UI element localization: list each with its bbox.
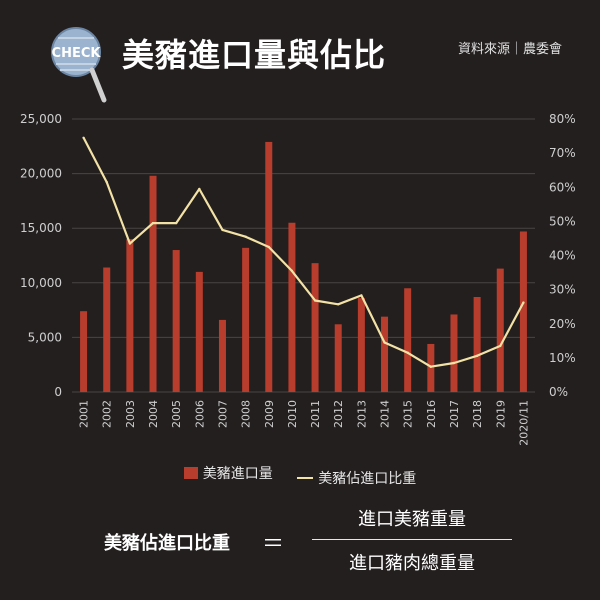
- line-point: [267, 245, 270, 249]
- legend-line-label: 美豬佔進口比重: [318, 471, 417, 487]
- line-point: [499, 344, 502, 348]
- right-axis-tick-label: 60%: [549, 180, 576, 194]
- line-point: [429, 365, 433, 368]
- line-point: [244, 235, 247, 238]
- legend-bar-label: 美豬進口量: [202, 466, 273, 482]
- left-axis-tick-label: 0: [54, 385, 62, 399]
- bar: [218, 319, 226, 392]
- bar: [126, 239, 134, 392]
- right-axis-tick-label: 80%: [549, 112, 576, 126]
- line-point: [82, 136, 85, 139]
- bar: [473, 296, 481, 392]
- chart-legend: 美豬進口量 美豬佔進口比重: [0, 463, 600, 488]
- left-axis-tick-label: 10,000: [20, 276, 62, 290]
- bar: [195, 271, 203, 392]
- line-point: [198, 187, 201, 191]
- bar: [80, 311, 88, 392]
- bar: [357, 298, 365, 392]
- legend-item-line: 美豬佔進口比重: [297, 468, 416, 488]
- bar: [311, 263, 319, 392]
- bar: [288, 222, 296, 392]
- bar: [496, 268, 504, 392]
- bar: [172, 250, 180, 392]
- line-point: [290, 269, 294, 273]
- line-point: [313, 299, 317, 302]
- x-axis-tick-label: 2016: [425, 400, 438, 428]
- formula-denominator: 進口豬肉總重量: [349, 553, 475, 574]
- x-axis-tick-label: 2011: [309, 400, 322, 428]
- right-axis-tick-label: 70%: [549, 146, 576, 160]
- left-axis-tick-label: 20,000: [20, 167, 62, 181]
- ratio-line: [82, 137, 525, 368]
- bar: [334, 324, 342, 392]
- line-point: [337, 303, 340, 306]
- line-point: [522, 301, 525, 304]
- line-point: [360, 294, 363, 297]
- line-point: [406, 351, 409, 354]
- x-axis-tick-label: 2014: [379, 400, 392, 428]
- left-axis-tick-label: 15,000: [20, 221, 62, 235]
- formula-fraction-line: [312, 539, 512, 540]
- line-point: [105, 180, 108, 184]
- x-axis-tick-label: 2006: [193, 400, 206, 428]
- line-point: [151, 221, 155, 225]
- data-source: 資料來源｜農委會: [457, 42, 562, 57]
- x-axis-tick-label: 2005: [170, 400, 183, 428]
- x-axis-tick-label: 2007: [216, 400, 229, 428]
- page-title: 美豬進口量與佔比: [122, 36, 387, 74]
- line-point: [475, 354, 479, 358]
- x-axis-tick-label: 2020/11: [517, 400, 530, 446]
- combo-chart: 0 5,000 10,000 15,000 20,000 25,000 0% 10% 20% 30…: [20, 112, 576, 446]
- x-axis-tick-label: 2010: [286, 400, 299, 428]
- formula-numerator: 進口美豬重量: [358, 509, 466, 530]
- x-axis-tick-label: 2009: [263, 400, 276, 428]
- bar: [103, 267, 111, 392]
- formula-label: 美豬佔進口比重: [104, 533, 230, 554]
- line-point: [383, 341, 386, 344]
- line-point: [221, 228, 224, 232]
- x-axis-tick-label: 2004: [147, 400, 160, 428]
- legend-item-bar: 美豬進口量: [183, 463, 273, 483]
- right-axis-tick-label: 30%: [549, 283, 576, 297]
- x-axis-tick-label: 2003: [124, 400, 137, 428]
- check-logo: CHECK: [51, 27, 107, 103]
- line-point: [452, 361, 456, 365]
- logo-text: CHECK: [52, 46, 102, 61]
- x-axis-tick-label: 2019: [494, 400, 507, 428]
- legend-bar-swatch: [183, 467, 198, 479]
- right-axis-tick-label: 40%: [549, 249, 576, 263]
- x-axis-tick-label: 2018: [471, 400, 484, 428]
- right-axis-tick-label: 0%: [549, 385, 568, 399]
- line-point: [174, 221, 178, 225]
- bar: [519, 231, 527, 392]
- legend-line-swatch: [297, 477, 314, 479]
- x-axis-tick-label: 2002: [101, 400, 114, 428]
- left-axis-tick-label: 25,000: [20, 112, 62, 126]
- bar: [427, 343, 435, 392]
- x-axis-tick-label: 2001: [78, 400, 91, 428]
- bar: [381, 316, 389, 392]
- right-axis-tick-label: 10%: [549, 351, 576, 365]
- bar: [242, 247, 250, 392]
- formula: 美豬佔進口比重 ＝ 進口美豬重量 進口豬肉總重量: [0, 505, 600, 585]
- right-axis-tick-label: 50%: [549, 214, 576, 228]
- x-axis-tick-label: 2013: [355, 400, 368, 428]
- bar: [149, 175, 157, 392]
- bar: [404, 288, 412, 392]
- line-point: [128, 242, 132, 245]
- x-axis-tick-label: 2015: [402, 400, 415, 428]
- x-axis-tick-label: 2012: [332, 400, 345, 428]
- right-axis-tick-label: 20%: [549, 317, 576, 331]
- x-axis-tick-label: 2008: [240, 400, 253, 428]
- formula-equals: ＝: [262, 532, 285, 557]
- x-axis-tick-label: 2017: [448, 400, 461, 428]
- bar: [265, 141, 273, 392]
- bar: [450, 314, 458, 392]
- left-axis-tick-label: 5,000: [28, 330, 62, 344]
